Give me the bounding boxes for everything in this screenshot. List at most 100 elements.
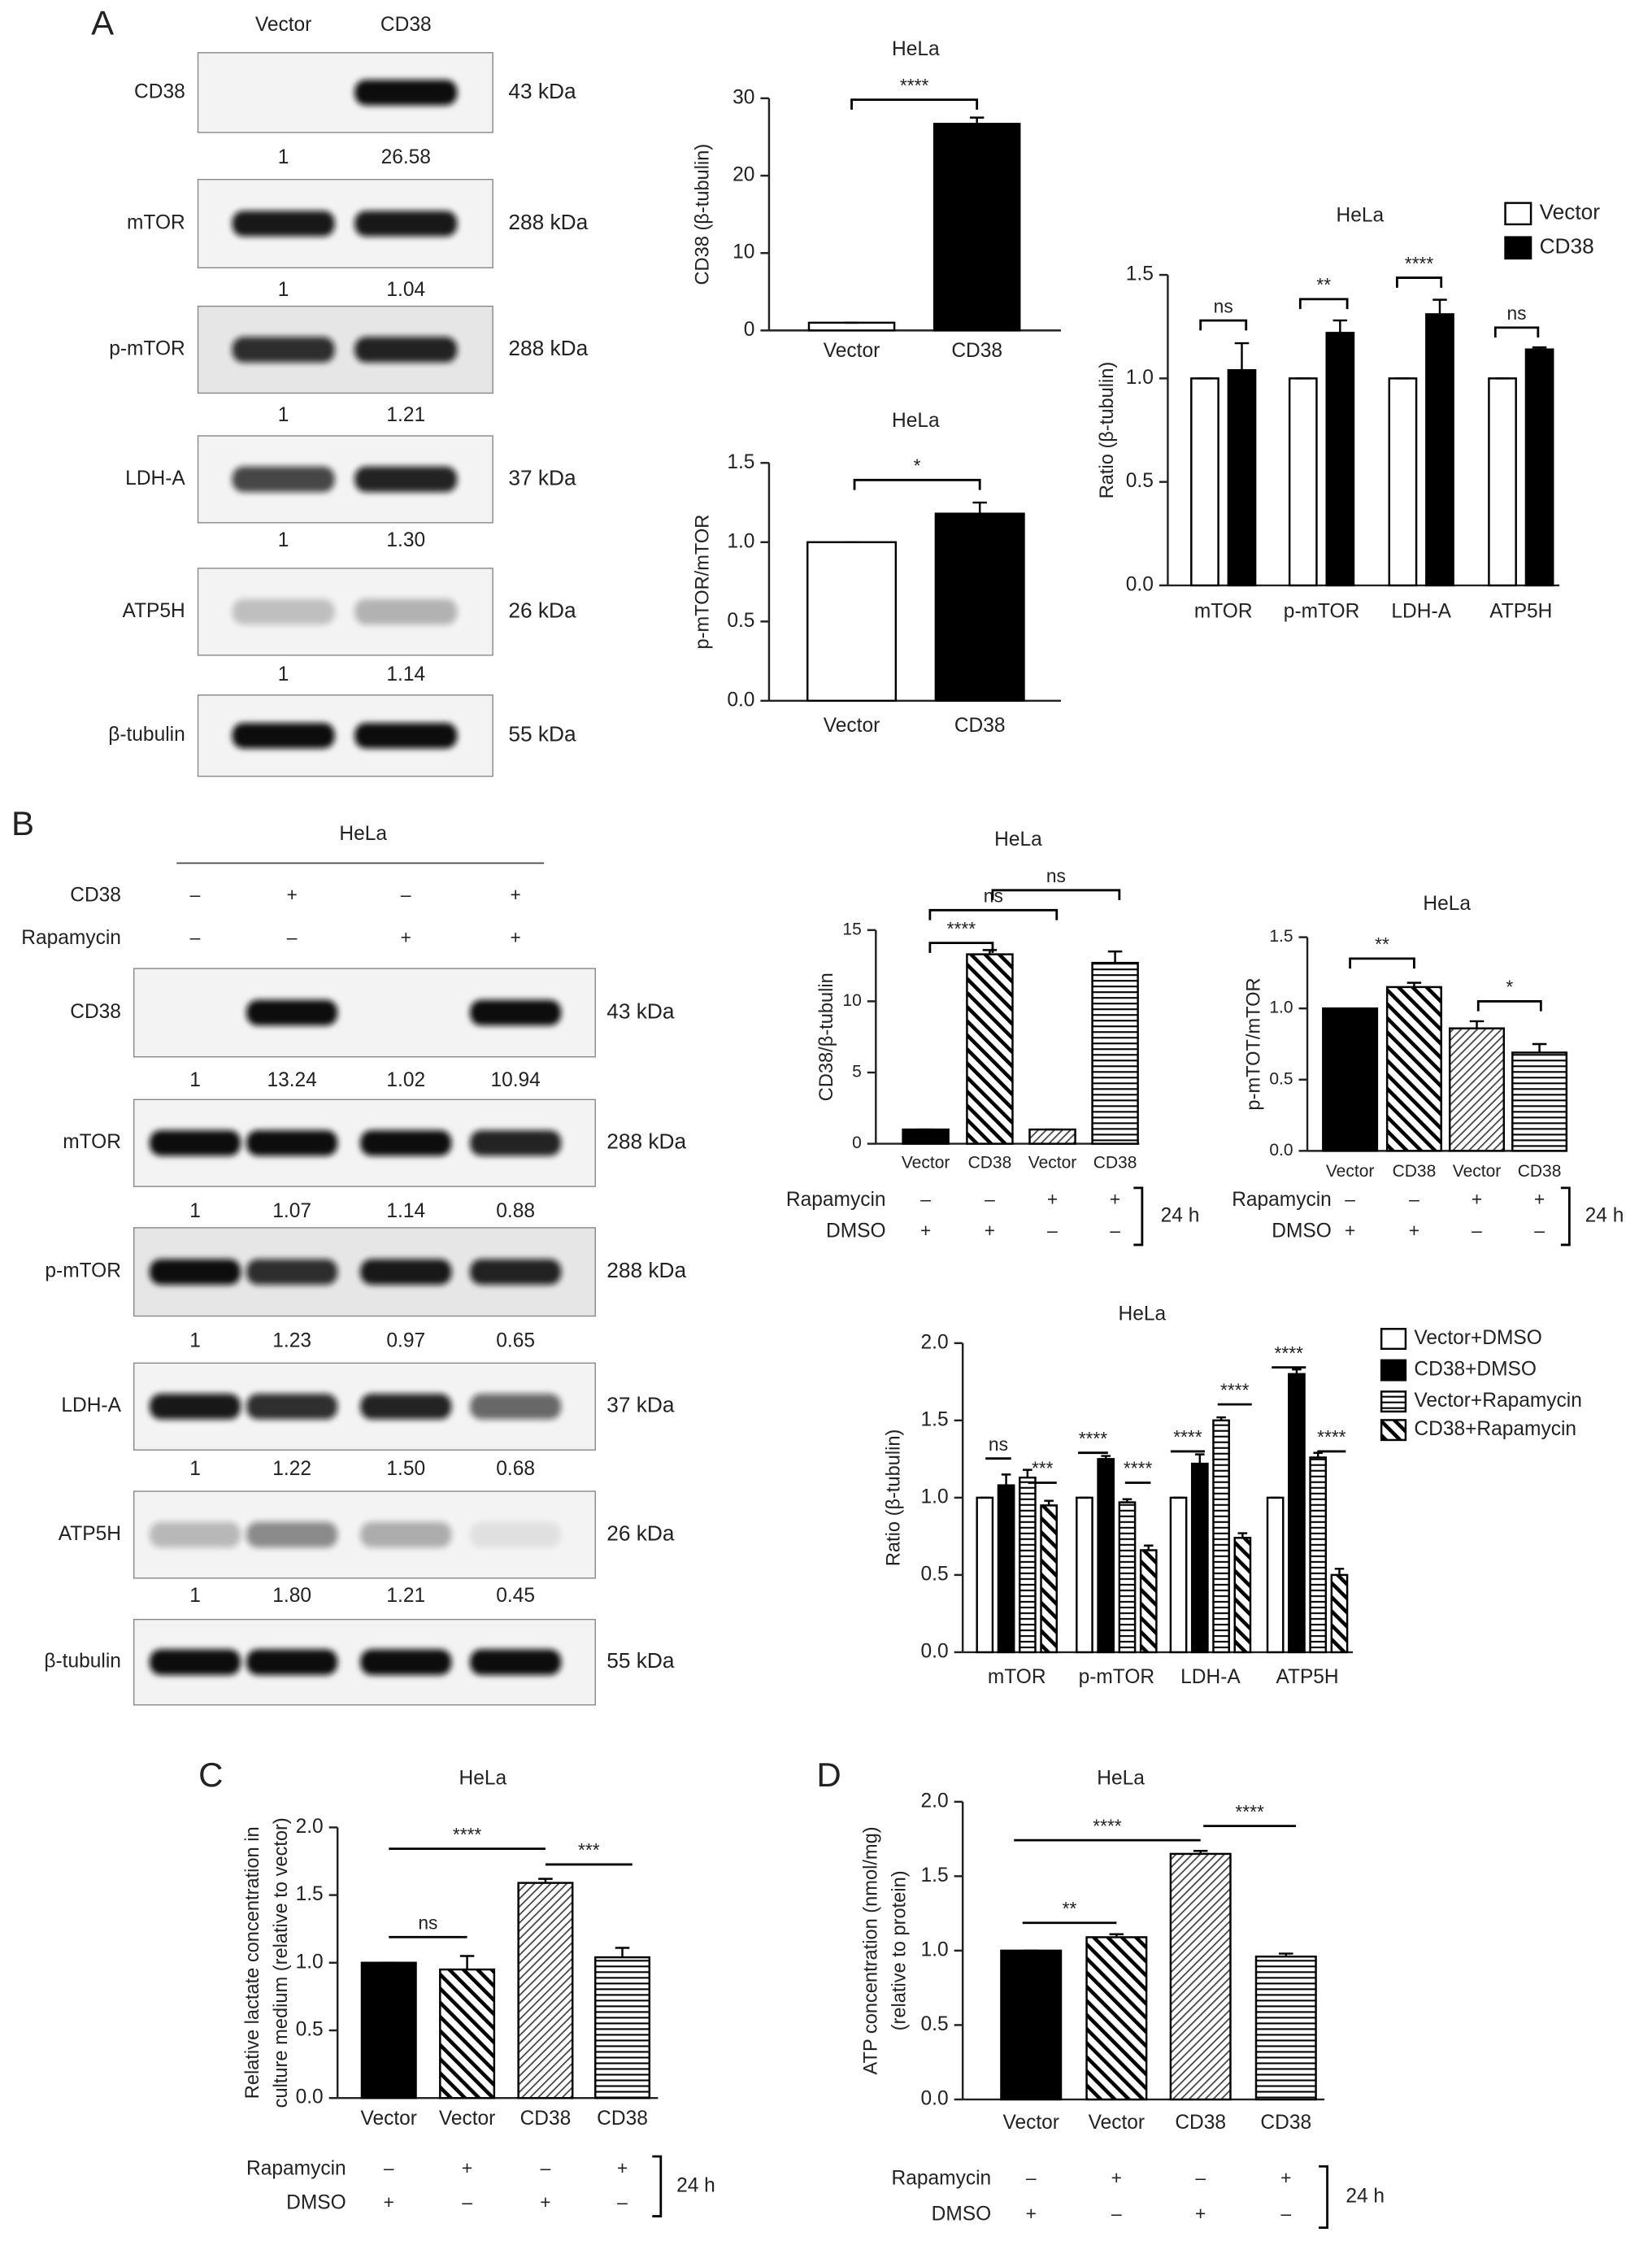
x-tick-label: CD38 <box>597 2108 648 2130</box>
y-tick-label: 1.0 <box>1269 999 1293 1017</box>
x-tick-label: CD38 <box>1175 2112 1226 2134</box>
blot-band <box>232 337 335 363</box>
bar-hatch <box>967 954 1013 1144</box>
condition-mark: – <box>1345 1189 1355 1210</box>
blot-band <box>149 1259 241 1285</box>
bar <box>1326 333 1354 585</box>
blot-quantification: 1.14 <box>386 1200 425 1222</box>
legend-swatch <box>1504 202 1532 226</box>
cell-line-label: HeLa <box>339 823 387 845</box>
blot-band <box>470 1259 562 1285</box>
chart-title: HeLa <box>1423 893 1471 915</box>
condition-mark: + <box>920 1220 931 1241</box>
x-tick-label: Vector <box>360 2108 417 2130</box>
blot-quantification: 1 <box>278 279 289 301</box>
bar-hatch <box>1213 1420 1229 1652</box>
blot-band <box>470 1649 562 1675</box>
y-tick-label: 0.0 <box>1269 1141 1293 1160</box>
blot-band <box>354 80 458 106</box>
condition-label: Rapamycin <box>892 2168 992 2190</box>
x-tick-label: ATP5H <box>1489 601 1552 623</box>
condition-mark: + <box>1111 2167 1122 2188</box>
blot-row-label: p-mTOR <box>109 338 185 360</box>
panel-label: D <box>816 1756 841 1794</box>
treatment-mark: – <box>401 884 411 905</box>
blot-size-label: 55 kDa <box>508 722 576 746</box>
blot-row-label: p-mTOR <box>45 1260 121 1282</box>
y-axis-label: ATP concentration (nmol/mg) <box>860 1826 881 2074</box>
x-tick-label: Vector <box>902 1154 950 1173</box>
y-tick-label: 0.0 <box>921 2087 949 2109</box>
error-bar <box>969 116 985 124</box>
blot-band <box>360 1649 452 1675</box>
y-axis-label: Relative lactate concentration in <box>242 1826 263 2099</box>
blot-size-label: 26 kDa <box>606 1521 675 1545</box>
error-bar <box>459 1955 475 1970</box>
condition-mark: + <box>985 1220 995 1241</box>
significance-bracket <box>850 98 979 110</box>
blot-row-label: mTOR <box>127 211 185 233</box>
y-tick-label: 1.0 <box>921 1939 949 1960</box>
y-tick-label: 2.0 <box>921 1790 949 1812</box>
x-tick-label: Vector <box>824 715 880 737</box>
error-bar <box>1107 950 1123 964</box>
bar-hatch <box>1019 1477 1036 1652</box>
error-bar <box>538 1878 553 1883</box>
significance-label: **** <box>1093 1815 1122 1836</box>
blot-band <box>246 1521 338 1548</box>
blot-band <box>149 1393 241 1420</box>
x-tick-label: Vector <box>824 340 880 362</box>
y-tick-label: 0.5 <box>727 610 754 632</box>
x-tick-label: CD38 <box>968 1154 1012 1173</box>
blot-band <box>232 598 335 625</box>
bar-outline <box>1169 1852 1232 2101</box>
condition-mark: + <box>1047 1189 1058 1210</box>
condition-mark: – <box>1110 1220 1120 1241</box>
blot-band <box>354 337 458 363</box>
blot-quantification: 1 <box>189 1458 201 1480</box>
significance-bracket <box>928 908 1059 920</box>
y-axis-label: Ratio (β-tubulin) <box>883 1429 904 1567</box>
condition-mark: – <box>1409 1189 1419 1210</box>
legend-label: CD38+Rapamycin <box>1414 1418 1576 1440</box>
legend-label: Vector+DMSO <box>1414 1327 1541 1349</box>
y-tick-label: 0.0 <box>727 689 754 711</box>
error-bar <box>1406 981 1422 987</box>
y-tick-label: 1.0 <box>1126 367 1154 389</box>
bar <box>1289 1373 1305 1652</box>
condition-label: DMSO <box>826 1221 886 1242</box>
panel-label: A <box>91 4 114 42</box>
x-tick-label: Vector <box>439 2108 496 2130</box>
significance-label: **** <box>1235 1801 1264 1822</box>
significance-label: * <box>914 455 921 476</box>
blot-band <box>232 211 335 237</box>
blot-band <box>246 1259 338 1285</box>
condition-label: DMSO <box>286 2191 346 2213</box>
bar-hatch <box>1029 1129 1076 1144</box>
treatment-label: CD38 <box>70 884 121 906</box>
condition-mark: + <box>1195 2203 1206 2224</box>
blot-band <box>246 999 338 1026</box>
x-tick-label: Vector <box>1453 1162 1502 1181</box>
bar <box>935 513 1024 701</box>
lane-label: CD38 <box>380 14 432 36</box>
bar <box>1228 370 1256 585</box>
x-tick-label: Vector <box>1002 2112 1059 2134</box>
panel-label: C <box>198 1756 223 1794</box>
bar-hatch <box>1092 963 1138 1144</box>
chart-title: HeLa <box>459 1767 507 1789</box>
blot-size-label: 288 kDa <box>508 210 588 234</box>
y-tick-label: 0 <box>744 319 755 341</box>
error-bar <box>982 949 998 955</box>
x-tick-label: CD38 <box>1393 1162 1437 1181</box>
significance-bracket <box>1476 1000 1542 1012</box>
blot-quantification: 1 <box>278 146 289 168</box>
significance-bracket <box>991 889 1121 901</box>
error-bar <box>1279 1952 1293 1957</box>
y-tick-label: 20 <box>733 164 754 186</box>
bar-hatch <box>1170 1853 1231 2100</box>
y-tick-label: 1.5 <box>1126 263 1154 285</box>
blot-size-label: 37 kDa <box>606 1393 675 1417</box>
error-bar <box>1193 1850 1208 1854</box>
